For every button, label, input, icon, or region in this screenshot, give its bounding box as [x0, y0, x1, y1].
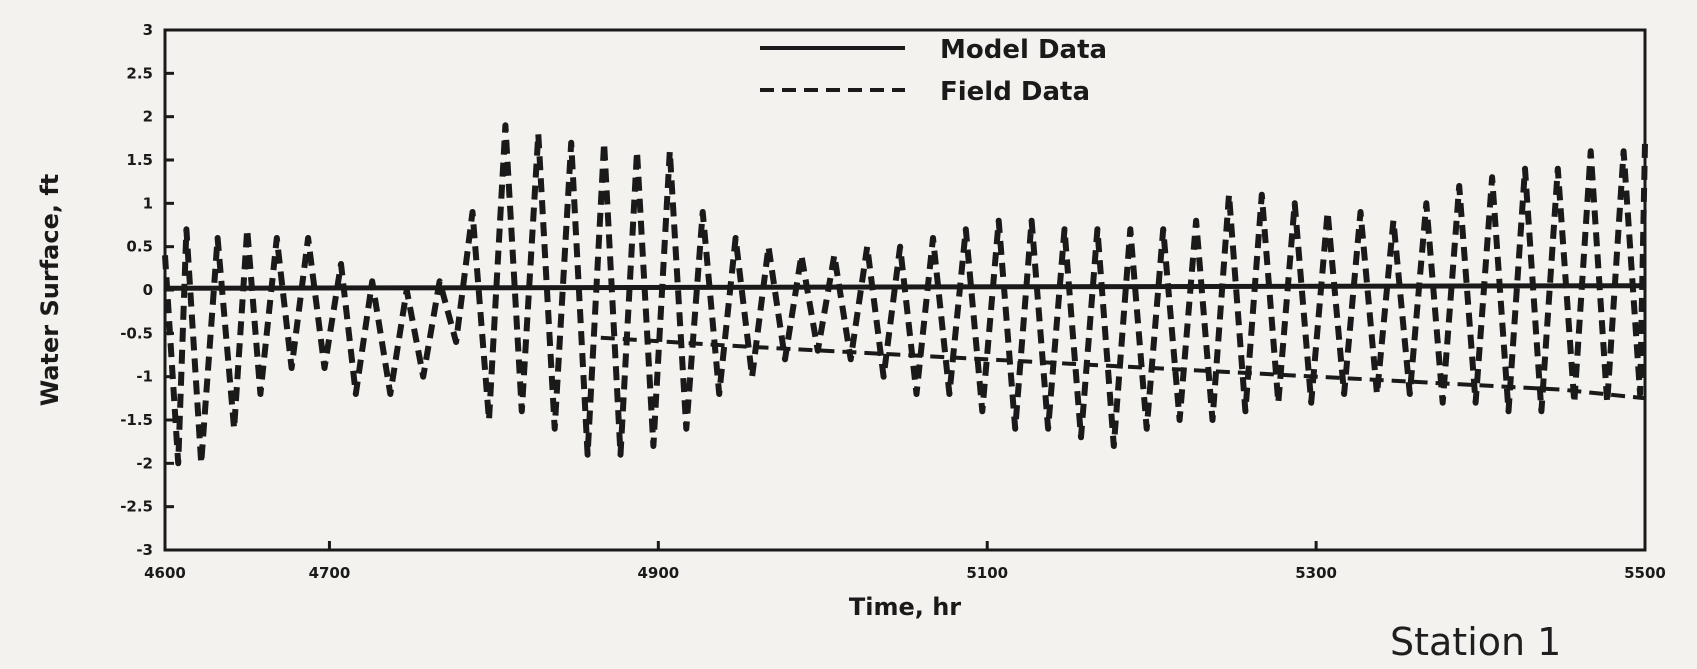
y-tick-label: 2.5 — [126, 64, 153, 82]
x-axis-label: Time, hr — [849, 593, 961, 621]
series-line-field-data — [162, 122, 1648, 467]
x-tick-label: 4700 — [309, 564, 351, 582]
y-axis-ticks: 3 2.5 2 1.5 1 0.5 0 -0.5 -1 -1.5 -2 -2.5 -3 — [120, 21, 174, 559]
y-axis-label: Water Surface, ft — [36, 174, 64, 407]
x-tick-label: 5300 — [1295, 564, 1337, 582]
y-tick-label: -1.5 — [120, 411, 153, 429]
x-tick-label: 5100 — [966, 564, 1008, 582]
y-tick-label: 1 — [143, 194, 153, 212]
legend: Model Data Field Data — [760, 35, 1107, 107]
x-tick-label: 5500 — [1624, 564, 1666, 582]
x-axis-ticks: 4600 4700 4900 5100 5300 5500 — [144, 541, 1666, 582]
x-tick-label: 4600 — [144, 564, 186, 582]
y-tick-label: 0 — [143, 281, 153, 299]
station-label: Station 1 — [1390, 620, 1561, 664]
y-tick-label: 3 — [143, 21, 153, 39]
x-tick-label: 4900 — [637, 564, 679, 582]
legend-item-model-data: Model Data — [940, 35, 1107, 65]
y-tick-label: -0.5 — [120, 324, 153, 342]
y-tick-label: 2 — [143, 108, 153, 126]
legend-item-field-data: Field Data — [940, 77, 1090, 107]
y-tick-label: -1 — [136, 368, 153, 386]
y-tick-label: -2 — [136, 454, 153, 472]
y-tick-label: 1.5 — [126, 151, 153, 169]
series-line-field-data-trend — [600, 335, 1646, 401]
series-layer — [162, 122, 1648, 467]
y-tick-label: 0.5 — [126, 238, 153, 256]
y-tick-label: -3 — [136, 541, 153, 559]
y-tick-label: -2.5 — [120, 498, 153, 516]
